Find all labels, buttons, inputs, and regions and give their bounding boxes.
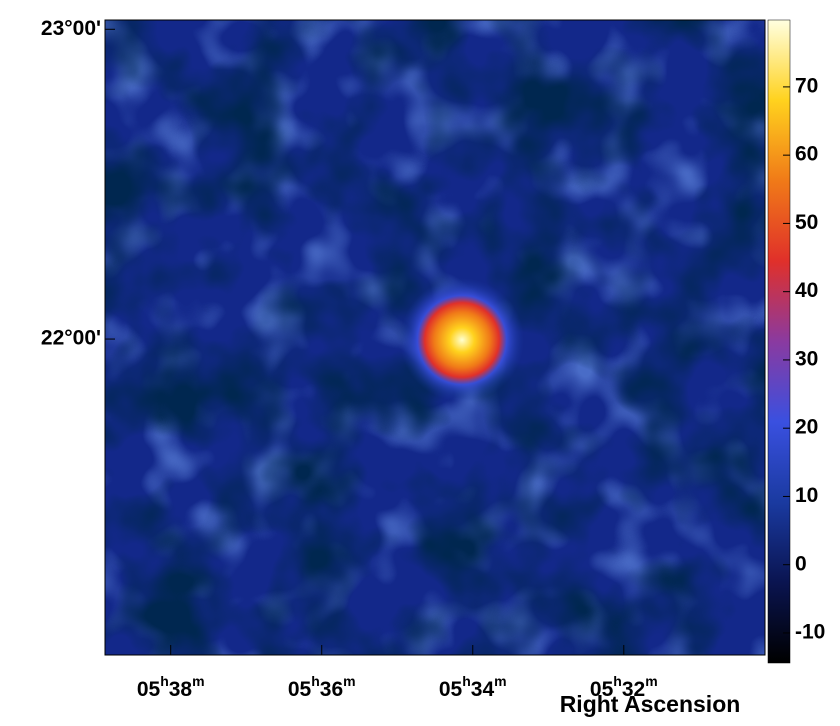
x-tick-label: 05h36m: [288, 673, 356, 701]
colorbar-tick-label: 10: [795, 484, 818, 507]
y-tick-label: 23°00': [41, 17, 101, 40]
x-axis-label: Right Ascension: [560, 691, 741, 717]
source: [400, 278, 524, 402]
chart: Right Ascension 05h38m05h36m05h34m05h32m…: [0, 0, 840, 721]
colorbar-tick-label: -10: [795, 621, 825, 644]
y-tick-label: 22°00': [41, 327, 101, 350]
colorbar-tick-label: 60: [795, 143, 818, 166]
colorbar-tick-label: 30: [795, 347, 818, 370]
x-tick-label: 05h38m: [137, 673, 205, 701]
sky-image: [105, 20, 765, 655]
colorbar-tick-label: 0: [795, 552, 807, 575]
colorbar-tick-label: 40: [795, 279, 818, 302]
colorbar-tick-label: 70: [795, 74, 818, 97]
colorbar-tick-label: 50: [795, 211, 818, 234]
colorbar: [768, 20, 790, 663]
x-tick-label: 05h34m: [439, 673, 507, 701]
colorbar-tick-label: 20: [795, 416, 818, 439]
